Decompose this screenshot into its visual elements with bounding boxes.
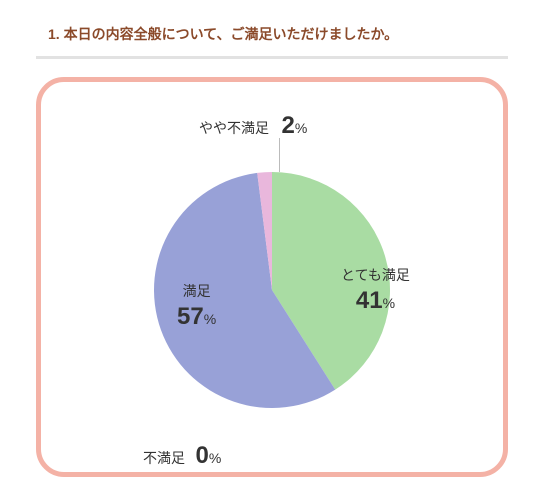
chart-title: 1. 本日の内容全般について、ご満足いただけましたか。 bbox=[0, 0, 544, 56]
slice-label-satisfied: 満足 57% bbox=[177, 282, 216, 333]
slice-value: 2% bbox=[281, 120, 307, 137]
slice-name: とても満足 bbox=[341, 266, 410, 285]
slice-value: 57% bbox=[177, 301, 216, 333]
slice-value: 0% bbox=[195, 450, 221, 467]
slice-name: 満足 bbox=[177, 282, 216, 301]
label-pointer bbox=[279, 138, 280, 172]
slice-value: 41% bbox=[341, 285, 410, 317]
slice-label-very-satisfied: とても満足 41% bbox=[341, 266, 410, 317]
slice-label-dissatisfied: 不満足 0% bbox=[143, 440, 221, 472]
title-underline bbox=[36, 56, 508, 59]
chart-frame: とても満足 41% 満足 57% 不満足 0% やや不満足 2% bbox=[36, 77, 508, 477]
slice-name: やや不満足 bbox=[199, 120, 269, 136]
slice-label-somewhat-dissatisfied: やや不満足 2% bbox=[199, 110, 307, 142]
slice-name: 不満足 bbox=[143, 450, 185, 466]
